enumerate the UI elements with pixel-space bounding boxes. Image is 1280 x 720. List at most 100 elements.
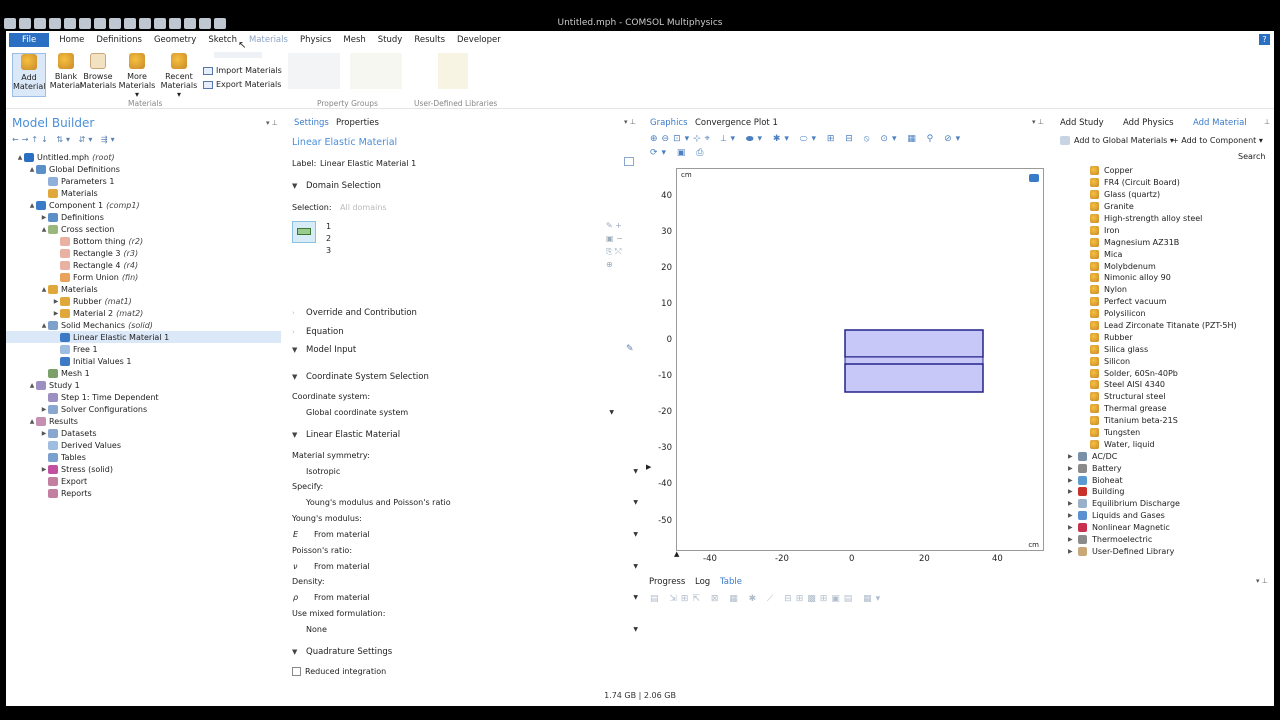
panel-menu-icon[interactable]: ▾ ⊥ [1256,577,1268,585]
tab-progress[interactable]: Progress [649,577,686,587]
poissons-ratio-dropdown[interactable]: From material ▼ [314,562,638,571]
tab-add-material[interactable]: Add Material [1193,118,1247,128]
library-folder[interactable]: ▶ Liquids and Gases [1064,510,1274,522]
library-folder[interactable]: ▶ User-Defined Library [1064,546,1274,558]
tree-item[interactable]: ▶ Datasets [6,427,281,439]
tab-add-physics[interactable]: Add Physics [1123,118,1174,128]
tree-toggle-icon[interactable]: ▶ [1068,488,1073,496]
density-dropdown[interactable]: From material ▼ [314,593,638,602]
panel-menu-icon[interactable]: ▾ ⊥ [624,118,636,126]
tree-toggle-icon[interactable]: ▶ [1068,536,1073,544]
blank-material-button[interactable]: Blank Material [46,53,86,90]
menu-materials[interactable]: Materials [248,35,288,45]
tree-toggle-icon[interactable]: ▶ [1068,476,1073,484]
tree-toggle-icon[interactable]: ▶ [41,405,47,413]
selection-dropdown[interactable]: All domains [340,203,387,212]
domain-list-item[interactable]: 2 [326,234,332,243]
tree-toggle-icon[interactable]: ▶ [1068,512,1073,520]
tree-item[interactable]: ▲ Materials [6,283,281,295]
tree-item[interactable]: Linear Elastic Material 1 [6,331,281,343]
library-folder[interactable]: ▶ Battery [1064,462,1274,474]
material-list-item[interactable]: Thermal grease [1064,403,1274,415]
tab-convergence-plot[interactable]: Convergence Plot 1 [695,118,778,128]
material-list-item[interactable]: FR4 (Circuit Board) [1064,177,1274,189]
tree-toggle-icon[interactable]: ▲ [17,153,23,161]
domain-list-item[interactable]: 3 [326,246,332,255]
tree-item[interactable]: Export [6,475,281,487]
library-folder[interactable]: ▶ AC/DC [1064,450,1274,462]
material-list-item[interactable]: Solder, 60Sn-40Pb [1064,367,1274,379]
material-list-item[interactable]: Perfect vacuum [1064,296,1274,308]
tree-item[interactable]: Bottom thing (r2) [6,235,281,247]
menu-sketch[interactable]: Sketch [208,35,237,45]
tree-item[interactable]: Initial Values 1 [6,355,281,367]
graphics-canvas[interactable]: cm cm [676,168,1044,551]
tree-toggle-icon[interactable]: ▲ [41,285,47,293]
tree-toggle-icon[interactable]: ▶ [1068,547,1073,555]
tree-item[interactable]: ▶ Material 2 (mat2) [6,307,281,319]
add-to-component-button[interactable]: + Add to Component ▾ [1172,136,1263,145]
tree-item[interactable]: Tables [6,451,281,463]
material-list-item[interactable]: Molybdenum [1064,260,1274,272]
material-list-item[interactable]: Rubber [1064,331,1274,343]
tree-item[interactable]: Derived Values [6,439,281,451]
material-list-item[interactable]: Silica glass [1064,343,1274,355]
material-list-item[interactable]: Nimonic alloy 90 [1064,272,1274,284]
material-list-item[interactable]: Water, liquid [1064,438,1274,450]
panel-menu-icon[interactable]: ▾ ⊥ [1032,118,1044,126]
model-input-section[interactable]: ▼ Model Input [292,345,357,355]
tree-item[interactable]: Step 1: Time Dependent [6,391,281,403]
material-list-item[interactable]: Iron [1064,224,1274,236]
tree-item[interactable]: ▲ Results [6,415,281,427]
menu-results[interactable]: Results [414,35,446,45]
tree-toggle-icon[interactable]: ▲ [29,201,35,209]
quick-access-toolbar[interactable] [4,18,226,29]
tab-add-study[interactable]: Add Study [1060,118,1104,128]
add-to-global-materials-button[interactable]: Add to Global Materials ▾ [1060,136,1174,145]
material-list-item[interactable]: Copper [1064,165,1274,177]
tree-item[interactable]: Rectangle 3 (r3) [6,247,281,259]
domain-list-item[interactable]: 1 [326,222,332,231]
tree-toggle-icon[interactable]: ▶ [41,429,47,437]
menu-definitions[interactable]: Definitions [96,35,142,45]
tree-item[interactable]: ▶ Rubber (mat1) [6,295,281,307]
tree-toggle-icon[interactable]: ▲ [29,381,35,389]
tree-item[interactable]: ▲ Cross section [6,223,281,235]
label-edit-icon[interactable] [624,157,634,166]
linear-elastic-section[interactable]: ▼ Linear Elastic Material [292,430,401,440]
material-list-item[interactable]: High-strength alloy steel [1064,213,1274,225]
tree-toggle-icon[interactable]: ▶ [1068,524,1073,532]
tree-toggle-icon[interactable]: ▶ [41,465,47,473]
tree-toggle-icon[interactable]: ▶ [41,213,47,221]
tree-toggle-icon[interactable]: ▲ [29,165,35,173]
add-material-button[interactable]: Add Material [12,53,46,97]
tree-item[interactable]: ▶ Solver Configurations [6,403,281,415]
tree-toggle-icon[interactable]: ▲ [41,225,47,233]
reduced-integration-checkbox[interactable] [292,667,301,676]
menu-study[interactable]: Study [377,35,403,45]
panel-menu-icon[interactable]: ▾ ⊥ [266,119,278,127]
tree-item[interactable]: Free 1 [6,343,281,355]
tree-item[interactable]: ▲ Untitled.mph (root) [6,151,281,163]
material-list-item[interactable]: Magnesium AZ31B [1064,236,1274,248]
domain-selection-section[interactable]: ▼ Domain Selection [292,181,381,191]
tree-item[interactable]: ▲ Global Definitions [6,163,281,175]
help-icon[interactable]: ? [1259,34,1270,45]
tab-graphics[interactable]: Graphics [650,118,688,128]
material-list-item[interactable]: Mica [1064,248,1274,260]
tree-item[interactable]: Materials [6,187,281,199]
tab-table[interactable]: Table [720,577,742,587]
tree-toggle-icon[interactable]: ▲ [29,417,35,425]
tree-item[interactable]: ▶ Definitions [6,211,281,223]
graphics-toolbar-row2[interactable]: ⟳▾ ▣ ⎙ [650,148,708,158]
menu-physics[interactable]: Physics [299,35,332,45]
youngs-modulus-dropdown[interactable]: From material ▼ [314,530,638,539]
tree-item[interactable]: Form Union (fin) [6,271,281,283]
library-folder[interactable]: ▶ Building [1064,486,1274,498]
tree-toggle-icon[interactable]: ▲ [41,321,47,329]
mixed-formulation-dropdown[interactable]: None ▼ [306,625,638,634]
recent-materials-button[interactable]: Recent Materials ▾ [158,53,200,99]
tree-item[interactable]: ▲ Component 1 (comp1) [6,199,281,211]
material-list-item[interactable]: Structural steel [1064,391,1274,403]
library-folder[interactable]: ▶ Equilibrium Discharge [1064,498,1274,510]
